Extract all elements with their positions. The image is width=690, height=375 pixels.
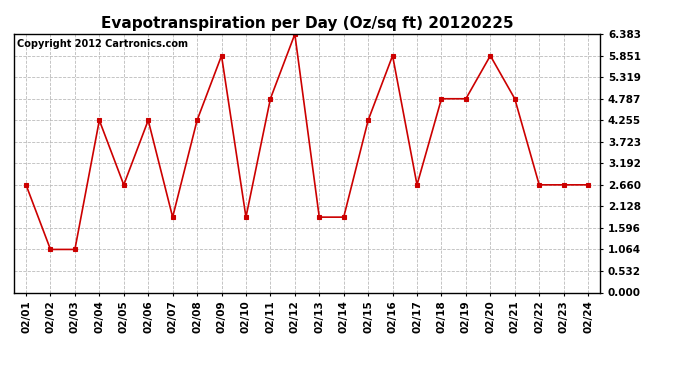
Title: Evapotranspiration per Day (Oz/sq ft) 20120225: Evapotranspiration per Day (Oz/sq ft) 20… xyxy=(101,16,513,31)
Text: Copyright 2012 Cartronics.com: Copyright 2012 Cartronics.com xyxy=(17,39,188,49)
